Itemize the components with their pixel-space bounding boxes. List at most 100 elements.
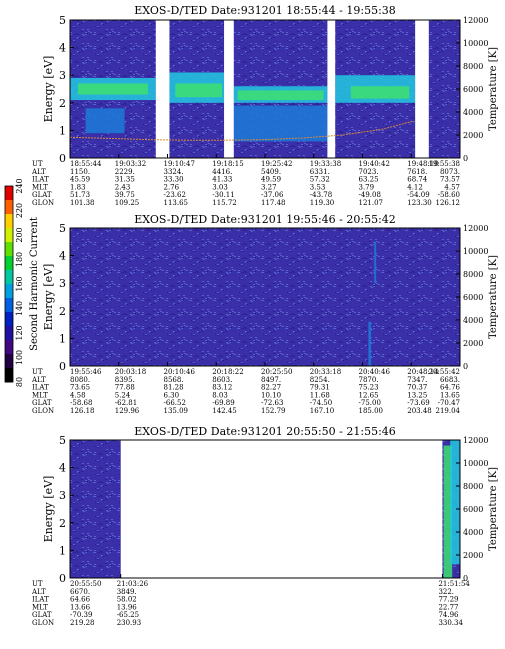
y-tick-label: 4 xyxy=(59,250,66,263)
y-tick-label: 5 xyxy=(59,222,66,235)
data-gap xyxy=(415,20,429,158)
orbit-table-cell: 79.31 xyxy=(310,384,330,392)
orbit-table-cell: 4.12 xyxy=(407,183,423,191)
spectrogram-panel-3: EXOS-D/TED Date:931201 20:55:50 - 21:55:… xyxy=(31,425,499,627)
orbit-table-cell: -74.50 xyxy=(310,399,332,407)
colorbar-swatch xyxy=(5,354,13,369)
panel-frame xyxy=(69,439,461,579)
y-tick-label: 0 xyxy=(59,152,66,165)
orbit-table-cell: -65.25 xyxy=(117,611,139,619)
orbit-table-cell: 39.75 xyxy=(115,191,135,199)
orbit-table-cell: 77.88 xyxy=(115,384,135,392)
orbit-table-cell: 4.58 xyxy=(70,391,86,399)
orbit-table-cell: 8568. xyxy=(164,376,184,384)
energy-band xyxy=(233,105,328,142)
orbit-table-cell: 31.35 xyxy=(115,176,135,184)
colorbar-swatch xyxy=(5,312,13,327)
colorbar-swatch xyxy=(5,256,13,271)
orbit-table-cell: -58.60 xyxy=(438,191,460,199)
orbit-row-label: UT xyxy=(32,580,43,588)
orbit-table-cell: 115.72 xyxy=(212,199,237,207)
orbit-row-label: MLT xyxy=(32,183,48,191)
y2-tick-label: 2000 xyxy=(463,339,483,348)
y2-tick-label: 8000 xyxy=(463,482,483,491)
y-tick-label: 4 xyxy=(59,462,66,475)
colorbar-swatch xyxy=(5,270,13,285)
y2-tick-label: 4000 xyxy=(463,108,483,117)
y-tick-label: 2 xyxy=(59,517,66,530)
orbit-table-cell: 7870. xyxy=(359,376,379,384)
orbit-table-cell: 123.30 xyxy=(407,199,432,207)
orbit-table-cell: 7618. xyxy=(407,168,427,176)
orbit-table-cell: 3324. xyxy=(164,168,184,176)
orbit-table-cell: 20:33:18 xyxy=(310,368,341,376)
orbit-table-cell: 45.59 xyxy=(70,176,90,184)
orbit-table-cell: 19:18:15 xyxy=(212,160,243,168)
orbit-table-cell: 70.37 xyxy=(407,384,427,392)
orbit-table-cell: 19:55:46 xyxy=(70,368,102,376)
orbit-table-cell: -72.63 xyxy=(261,399,283,407)
orbit-table-cell: -58.68 xyxy=(70,399,92,407)
orbit-table-cell: 49.59 xyxy=(261,176,281,184)
colorbar-swatch xyxy=(5,214,13,229)
orbit-row-label: ALT xyxy=(31,588,46,596)
orbit-table-cell: 13.25 xyxy=(407,391,427,399)
y2-tick-label: 10000 xyxy=(463,459,488,468)
orbit-table-cell: 117.48 xyxy=(261,199,286,207)
spectrogram-panel-2: EXOS-D/TED Date:931201 19:55:46 - 20:55:… xyxy=(31,213,499,415)
colorbar: 240 220 200 180 160 140 120 100 80 Second Harmoni… xyxy=(4,178,40,387)
orbit-table-cell: 20:18:22 xyxy=(212,368,243,376)
orbit-table-cell: 20:55:50 xyxy=(70,580,101,588)
y-tick-label: 3 xyxy=(59,277,66,290)
energy-band xyxy=(175,83,223,98)
y2-tick-label: 4000 xyxy=(463,528,483,537)
y2-axis-label: Temperature [K] xyxy=(488,467,499,551)
orbit-row-label: MLT xyxy=(32,603,48,611)
panel-title: EXOS-D/TED Date:931201 19:55:46 - 20:55:… xyxy=(134,213,396,226)
orbit-table-cell: 19:03:32 xyxy=(115,160,146,168)
colorbar-tick-label: 100 xyxy=(15,350,24,365)
y2-axis-label: Temperature [K] xyxy=(488,47,499,131)
orbit-table-cell: 6683. xyxy=(440,376,460,384)
colorbar-swatch xyxy=(5,242,13,257)
orbit-table-cell: 19:55:38 xyxy=(429,160,460,168)
orbit-table-cell: 8603. xyxy=(212,376,232,384)
colorbar-frame xyxy=(4,185,14,383)
y-tick-label: 2 xyxy=(59,305,66,318)
y-axis-label: Energy [eV] xyxy=(42,264,55,331)
orbit-table-cell: 21:03:26 xyxy=(117,580,149,588)
y-tick-label: 5 xyxy=(59,434,66,447)
spectrogram-panel-1: EXOS-D/TED Date:931201 18:55:44 - 19:55:… xyxy=(31,4,499,207)
orbit-table-cell: 19:25:42 xyxy=(261,160,292,168)
orbit-table-cell: 126.18 xyxy=(70,407,95,415)
orbit-table-cell: -70.47 xyxy=(438,399,460,407)
orbit-table-cell: 3849. xyxy=(117,588,137,596)
y-tick-label: 5 xyxy=(59,14,66,27)
orbit-table-cell: 3.79 xyxy=(359,183,375,191)
data-gap xyxy=(327,20,336,158)
y-tick-label: 0 xyxy=(59,360,66,373)
y2-axis-label: Temperature [K] xyxy=(488,255,499,339)
orbit-table-cell: 2.43 xyxy=(115,183,131,191)
y2-tick-label: 6000 xyxy=(463,505,483,514)
orbit-table-cell: 73.65 xyxy=(70,384,90,392)
colorbar-swatch xyxy=(5,200,13,215)
orbit-table-cell: 203.48 xyxy=(407,407,432,415)
orbit-table-cell: 57.32 xyxy=(310,176,330,184)
orbit-table-cell: 41.33 xyxy=(212,176,232,184)
panel-title: EXOS-D/TED Date:931201 20:55:50 - 21:55:… xyxy=(134,425,396,438)
orbit-table-cell: 4416. xyxy=(212,168,232,176)
orbit-table-cell: 51.73 xyxy=(70,191,90,199)
orbit-table-cell: -23.62 xyxy=(164,191,186,199)
orbit-table-cell: -49.08 xyxy=(359,191,381,199)
y2-tick-label: 6000 xyxy=(463,293,483,302)
colorbar-swatch xyxy=(5,284,13,299)
orbit-table-cell: 20:25:50 xyxy=(261,368,292,376)
y-tick-label: 3 xyxy=(59,489,66,502)
orbit-table-cell: 13.66 xyxy=(70,603,91,611)
y2-tick-label: 2000 xyxy=(463,131,483,140)
orbit-table-cell: 8497. xyxy=(261,376,281,384)
orbit-table-cell: -69.89 xyxy=(212,399,234,407)
y2-tick-label: 10000 xyxy=(463,39,488,48)
